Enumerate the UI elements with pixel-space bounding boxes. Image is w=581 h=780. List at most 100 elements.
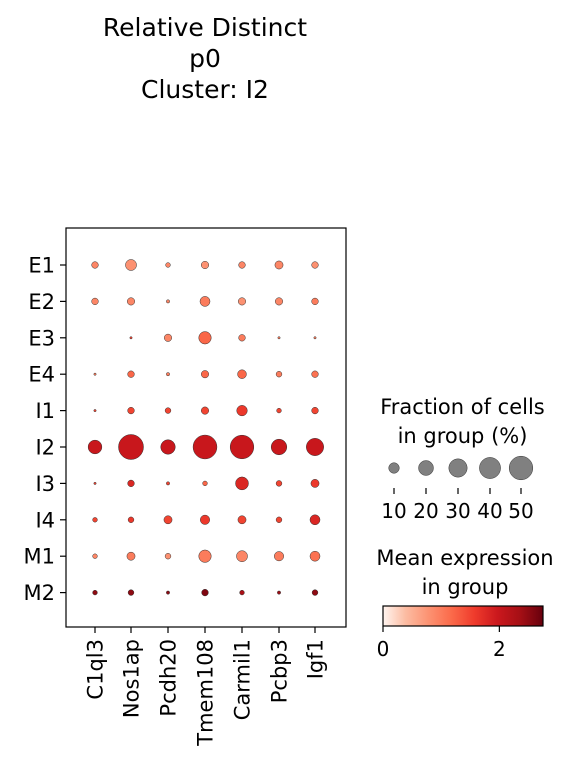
dot-m2-pcbp3 <box>277 590 281 595</box>
title-line-3: Cluster: I2 <box>141 75 269 104</box>
dot-i1-pcdh20 <box>164 407 172 414</box>
dot-i2-tmem108 <box>192 434 218 460</box>
dot-i2-nos1ap <box>118 434 144 460</box>
y-tick-label-m1: M1 <box>24 545 55 569</box>
color-legend-title-line-1: Mean expression <box>376 546 554 570</box>
y-tick-label-i2: I2 <box>35 436 55 460</box>
dot-i2-pcbp3 <box>270 438 288 456</box>
dot-m1-c1ql3 <box>92 553 98 559</box>
dot-i1-tmem108 <box>201 406 209 415</box>
dot-m1-nos1ap <box>126 551 136 561</box>
dot-e1-c1ql3 <box>91 261 99 269</box>
dot-e2-igf1 <box>311 297 319 305</box>
dot-e1-tmem108 <box>201 261 209 269</box>
dot-i2-c1ql3 <box>87 439 103 455</box>
x-tick-label-igf1: Igf1 <box>304 639 328 679</box>
size-legend-dot-50 <box>508 455 534 481</box>
x-tick-label-carmil1: Carmil1 <box>231 639 255 720</box>
dot-i1-igf1 <box>311 407 319 415</box>
dot-e3-pcbp3 <box>277 336 281 340</box>
dot-i2-pcdh20 <box>160 439 176 455</box>
dot-m2-pcdh20 <box>166 590 170 595</box>
plot-frame <box>65 227 347 628</box>
size-legend-label-40: 40 <box>477 499 502 523</box>
dot-i1-c1ql3 <box>93 409 97 413</box>
dot-i3-pcbp3 <box>275 480 283 487</box>
size-legend-label-20: 20 <box>413 499 438 523</box>
dot-m1-tmem108 <box>198 549 212 563</box>
y-tick-label-m2: M2 <box>24 581 55 605</box>
dot-m1-pcbp3 <box>274 551 284 562</box>
dot-i2-igf1 <box>306 438 324 456</box>
y-tick-label-e4: E4 <box>28 363 55 387</box>
size-legend-dot-30 <box>448 458 468 478</box>
dot-i3-nos1ap <box>127 479 135 487</box>
dot-e4-nos1ap <box>127 370 135 378</box>
dot-e4-igf1 <box>311 370 319 378</box>
y-tick-label-e3: E3 <box>28 326 55 350</box>
size-legend-label-50: 50 <box>508 499 533 523</box>
title-line-2: p0 <box>189 44 221 73</box>
dot-e1-carmil1 <box>238 261 246 269</box>
dot-i3-pcdh20 <box>166 481 170 486</box>
dot-e3-igf1 <box>313 336 317 340</box>
x-tick-label-tmem108: Tmem108 <box>194 639 218 747</box>
x-tick-label-nos1ap: Nos1ap <box>120 639 144 718</box>
dot-i3-tmem108 <box>202 480 208 487</box>
title-line-1: Relative Distinct <box>102 13 308 42</box>
dotplot-axes: E1 E2 E3 E4 I1 I2 I3 I4 M1 M2 C1ql3 Nos1ap Pcdh20 Tme… <box>24 227 347 747</box>
dot-m2-nos1ap <box>127 589 135 596</box>
y-tick-label-i1: I1 <box>35 399 55 423</box>
size-legend-label-10: 10 <box>381 499 406 523</box>
size-legend-dot-10 <box>388 462 400 474</box>
y-tick-label-e1: E1 <box>28 254 55 278</box>
chart-title: Relative Distinct p0 Cluster: I2 <box>55 12 355 105</box>
dot-i3-igf1 <box>310 479 320 488</box>
size-legend-title-line-2: in group (%) <box>397 424 528 448</box>
dot-e1-nos1ap <box>125 259 137 271</box>
size-legend: 10 20 30 40 50 <box>381 455 534 523</box>
dot-m2-tmem108 <box>201 589 209 597</box>
size-legend-title-line-1: Fraction of cells <box>380 395 545 419</box>
dot-e2-tmem108 <box>199 296 211 307</box>
dot-m1-carmil1 <box>236 550 248 562</box>
dot-e4-carmil1 <box>237 369 247 379</box>
dot-i4-pcbp3 <box>275 516 283 523</box>
dot-e4-tmem108 <box>201 370 209 379</box>
dot-i3-carmil1 <box>235 476 249 491</box>
dot-e4-pcbp3 <box>275 371 283 378</box>
dot-m1-igf1 <box>309 550 321 562</box>
dot-e2-pcbp3 <box>275 297 283 306</box>
dot-e3-carmil1 <box>238 334 246 342</box>
dot-i4-nos1ap <box>127 516 135 523</box>
dot-e2-nos1ap <box>127 297 135 306</box>
dot-m2-carmil1 <box>239 589 245 596</box>
dot-e3-tmem108 <box>198 331 212 345</box>
size-legend-title: Fraction of cells in group (%) <box>350 393 575 451</box>
x-tick-label-pcbp3: Pcbp3 <box>268 639 292 703</box>
dot-e2-c1ql3 <box>91 297 99 305</box>
dot-i1-carmil1 <box>236 405 248 417</box>
dot-m2-c1ql3 <box>92 589 98 596</box>
dot-i4-igf1 <box>309 514 321 526</box>
y-tick-label-i4: I4 <box>35 508 55 532</box>
dot-i1-pcbp3 <box>276 407 282 414</box>
y-tick-label-e2: E2 <box>28 290 55 314</box>
dot-e1-igf1 <box>311 261 319 269</box>
dot-e1-pcbp3 <box>274 260 284 270</box>
size-legend-label-30: 30 <box>445 499 470 523</box>
dot-i4-pcdh20 <box>163 515 173 525</box>
color-legend-title-line-2: in group <box>421 575 509 599</box>
dot-i2-carmil1 <box>229 434 255 460</box>
dot-m1-pcdh20 <box>164 553 172 560</box>
color-legend-title: Mean expression in group <box>350 544 580 602</box>
size-legend-dot-20 <box>418 460 434 476</box>
dot-e2-pcdh20 <box>166 299 170 304</box>
colorbar-label-2: 2 <box>493 637 506 661</box>
x-tick-label-pcdh20: Pcdh20 <box>157 639 181 717</box>
dot-e1-pcdh20 <box>165 262 171 268</box>
x-tick-label-c1ql3: C1ql3 <box>84 639 108 700</box>
dot-m2-igf1 <box>311 589 319 596</box>
dot-e3-pcdh20 <box>164 333 172 342</box>
